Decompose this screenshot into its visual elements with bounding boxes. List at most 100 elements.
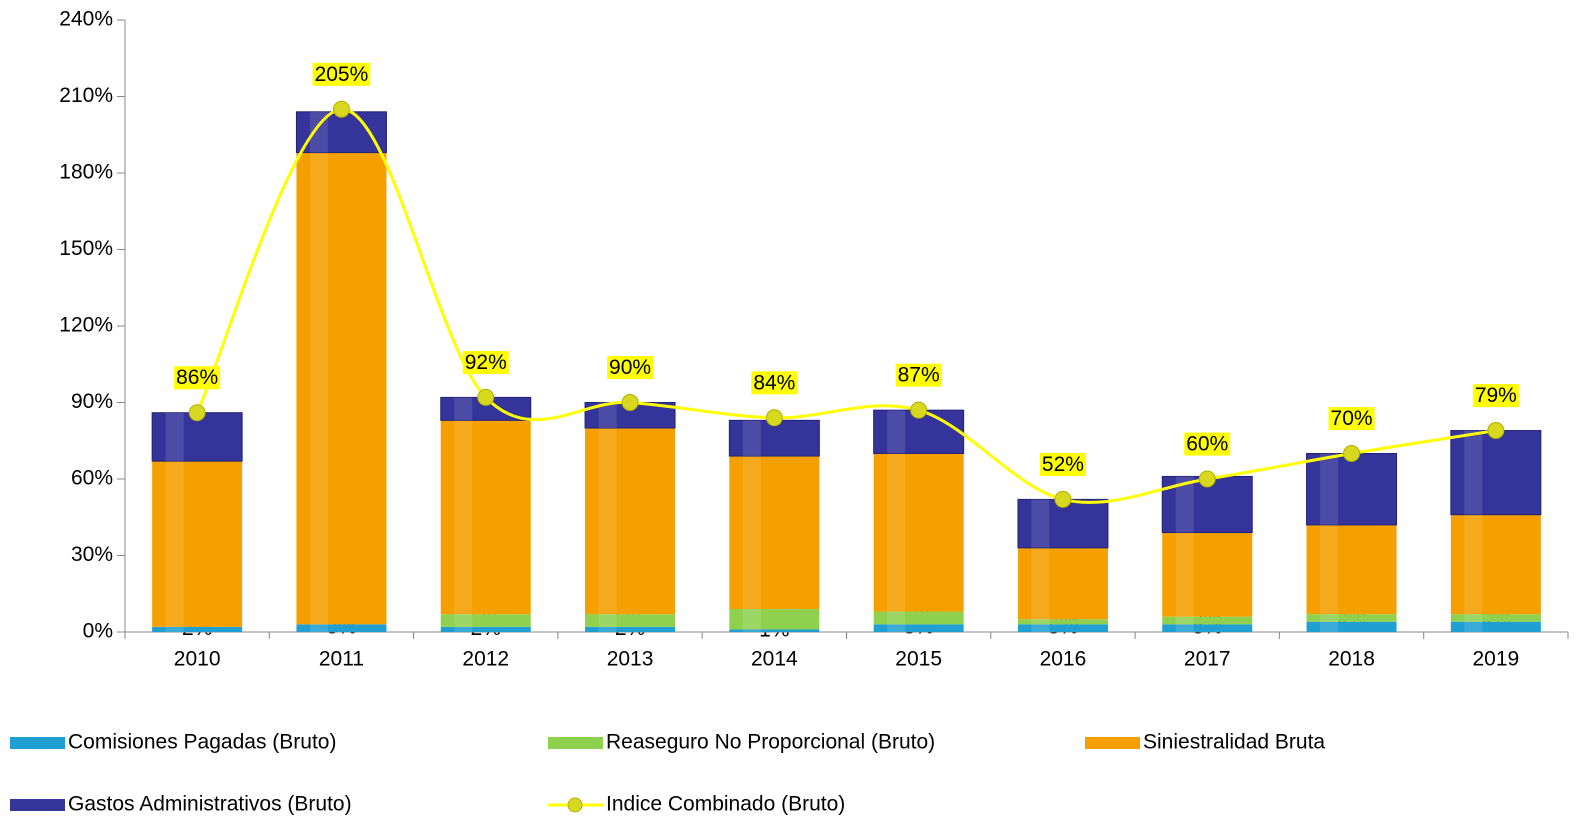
bar-segment <box>1017 619 1108 625</box>
bar-shine <box>1175 476 1194 533</box>
bar-shine <box>742 629 761 632</box>
bar-segment <box>729 609 820 630</box>
bar-shine <box>1320 524 1339 615</box>
line-label: 90% <box>609 356 651 379</box>
line-marker <box>1487 422 1505 440</box>
line-label: 79% <box>1475 384 1517 407</box>
bar-segment <box>296 624 387 632</box>
x-tick-label: 2014 <box>751 648 798 671</box>
bar-segment <box>295 111 387 154</box>
label-bg <box>1328 407 1375 431</box>
bar-shine <box>887 624 906 632</box>
legend-swatch <box>548 737 603 749</box>
bar-shine <box>1464 614 1483 622</box>
bar-segment <box>729 456 820 610</box>
line-marker <box>477 388 495 406</box>
x-tick-label: 2011 <box>319 648 364 671</box>
bar-segment <box>873 453 964 612</box>
label-bg <box>1472 384 1519 408</box>
bar-shine <box>1031 619 1050 625</box>
bar-segment <box>1017 547 1108 620</box>
bar-shine <box>742 420 761 457</box>
bar-shine <box>1320 614 1339 622</box>
bar-shine <box>742 456 761 610</box>
y-tick-label: 30% <box>71 543 113 566</box>
line-marker <box>621 394 639 411</box>
x-tick-label: 2019 <box>1472 648 1519 671</box>
bar-shine <box>454 614 473 627</box>
bar-segment <box>1450 614 1541 622</box>
x-tick-label: 2010 <box>174 648 221 671</box>
legend-label: Comisiones Pagadas (Bruto) <box>68 731 336 754</box>
bar-shine <box>598 428 617 615</box>
bar-segment <box>585 626 676 632</box>
line-marker <box>910 401 928 419</box>
bar-shine <box>165 626 184 632</box>
bar-segment <box>1306 614 1397 622</box>
label-bg <box>607 356 654 380</box>
label-bg <box>462 350 509 374</box>
line-label: 92% <box>465 351 507 374</box>
bar-segment <box>1306 524 1397 615</box>
y-tick-label: 120% <box>59 314 113 337</box>
bar-shine <box>309 152 328 625</box>
line-marker <box>188 404 206 422</box>
line-label: 86% <box>176 366 218 389</box>
bar-shine <box>309 111 328 153</box>
bar-shine <box>165 412 184 462</box>
bar-shine <box>454 420 473 615</box>
bar-shine <box>1031 499 1050 548</box>
line-marker <box>332 100 350 118</box>
bar-segment <box>440 626 531 632</box>
bar-segment <box>152 461 243 627</box>
line-marker <box>1343 445 1361 462</box>
y-tick-label: 180% <box>59 161 113 184</box>
bar-shine <box>1320 621 1339 632</box>
label-bg <box>751 371 798 395</box>
bar-shine <box>1031 624 1050 632</box>
x-tick-label: 2013 <box>607 648 654 671</box>
legend-label: Indice Combinado (Bruto) <box>606 793 845 816</box>
bar-segment <box>1450 514 1541 615</box>
bar-segment <box>873 611 964 625</box>
x-tick-label: 2018 <box>1328 648 1375 671</box>
bar-shine <box>742 609 761 630</box>
bar-segment <box>1450 430 1542 516</box>
bar-shine <box>1175 532 1194 617</box>
bar-segment <box>1162 624 1253 632</box>
line-label: 84% <box>753 371 795 394</box>
label-bg <box>174 366 221 390</box>
bar-shine <box>598 614 617 627</box>
line-label: 60% <box>1186 433 1228 456</box>
bar-segment <box>1162 616 1253 625</box>
line-label: 87% <box>898 364 940 387</box>
bar-segment <box>585 614 676 627</box>
bar-shine <box>598 402 617 428</box>
line <box>195 107 1497 504</box>
legend-marker <box>567 797 583 813</box>
bar-shine <box>1175 624 1194 632</box>
bar-segment <box>296 152 387 625</box>
bar-segment <box>152 626 243 632</box>
bar-shine <box>598 626 617 632</box>
y-tick-label: 60% <box>71 467 113 490</box>
bar-shine <box>887 453 906 612</box>
bar-segment <box>873 624 964 632</box>
legend-swatch <box>10 737 65 749</box>
x-tick-label: 2012 <box>462 648 509 671</box>
bar-shine <box>1464 621 1483 632</box>
legend-label: Gastos Administrativos (Bruto) <box>68 793 352 816</box>
bar-shine <box>1464 430 1483 515</box>
bar-shine <box>309 624 328 632</box>
line-label: 52% <box>1042 453 1084 476</box>
label-bg <box>895 363 942 387</box>
bar-segment <box>873 409 965 454</box>
y-tick-label: 210% <box>59 84 113 107</box>
label-bg <box>1039 452 1086 476</box>
bar-shine <box>1464 514 1483 615</box>
line-marker <box>1054 490 1072 508</box>
legend-swatch <box>10 799 65 811</box>
legend-label: Siniestralidad Bruta <box>1143 731 1325 754</box>
bar-shine <box>1320 453 1339 525</box>
